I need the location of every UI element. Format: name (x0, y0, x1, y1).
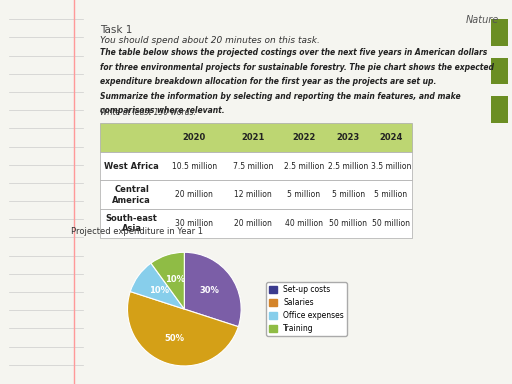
Text: 50 million: 50 million (372, 219, 410, 228)
Text: The table below shows the projected costings over the next five years in America: The table below shows the projected cost… (100, 48, 487, 57)
Text: 2022: 2022 (292, 133, 315, 142)
Text: Central
America: Central America (112, 185, 151, 205)
Text: West Africa: West Africa (104, 162, 159, 170)
Text: 10%: 10% (149, 286, 169, 295)
Text: 2020: 2020 (183, 133, 206, 142)
FancyBboxPatch shape (100, 180, 412, 209)
Text: 20 million: 20 million (176, 190, 214, 199)
Text: 40 million: 40 million (285, 219, 323, 228)
Text: Task 1: Task 1 (100, 25, 132, 35)
Text: 30 million: 30 million (175, 219, 214, 228)
Text: comparisons where relevant.: comparisons where relevant. (100, 106, 224, 115)
Text: 5 million: 5 million (332, 190, 365, 199)
Text: 2021: 2021 (241, 133, 265, 142)
Wedge shape (151, 252, 184, 309)
FancyBboxPatch shape (490, 58, 508, 84)
FancyBboxPatch shape (100, 209, 412, 238)
Text: 2023: 2023 (337, 133, 360, 142)
Wedge shape (130, 263, 184, 309)
FancyBboxPatch shape (100, 123, 412, 152)
Text: 10%: 10% (165, 275, 185, 284)
Text: 30%: 30% (200, 286, 220, 295)
Text: 50 million: 50 million (329, 219, 368, 228)
Text: for three environmental projects for sustainable forestry. The pie chart shows t: for three environmental projects for sus… (100, 63, 494, 71)
Text: 2024: 2024 (379, 133, 402, 142)
Wedge shape (127, 291, 239, 366)
Text: Projected expenditure in Year 1: Projected expenditure in Year 1 (71, 227, 203, 236)
FancyBboxPatch shape (490, 96, 508, 123)
Text: expenditure breakdown allocation for the first year as the projects are set up.: expenditure breakdown allocation for the… (100, 77, 436, 86)
Text: 5 million: 5 million (287, 190, 321, 199)
Text: 10.5 million: 10.5 million (172, 162, 217, 170)
Text: Nature: Nature (466, 15, 499, 25)
Legend: Set-up costs, Salaries, Office expenses, Training: Set-up costs, Salaries, Office expenses,… (266, 282, 347, 336)
Wedge shape (184, 252, 241, 327)
FancyBboxPatch shape (100, 152, 412, 180)
Text: 20 million: 20 million (234, 219, 272, 228)
Text: Summarize the information by selecting and reporting the main features, and make: Summarize the information by selecting a… (100, 92, 460, 101)
Text: 3.5 million: 3.5 million (371, 162, 411, 170)
Text: South-east
Asia: South-east Asia (105, 214, 158, 233)
Text: 7.5 million: 7.5 million (232, 162, 273, 170)
Text: 50%: 50% (165, 334, 185, 343)
FancyBboxPatch shape (490, 19, 508, 46)
Text: 2.5 million: 2.5 million (284, 162, 324, 170)
Text: Write at least 150 words.: Write at least 150 words. (100, 108, 196, 116)
Text: 5 million: 5 million (374, 190, 408, 199)
Text: 2.5 million: 2.5 million (328, 162, 369, 170)
Text: 12 million: 12 million (234, 190, 272, 199)
Text: You should spend about 20 minutes on this task.: You should spend about 20 minutes on thi… (100, 36, 319, 45)
